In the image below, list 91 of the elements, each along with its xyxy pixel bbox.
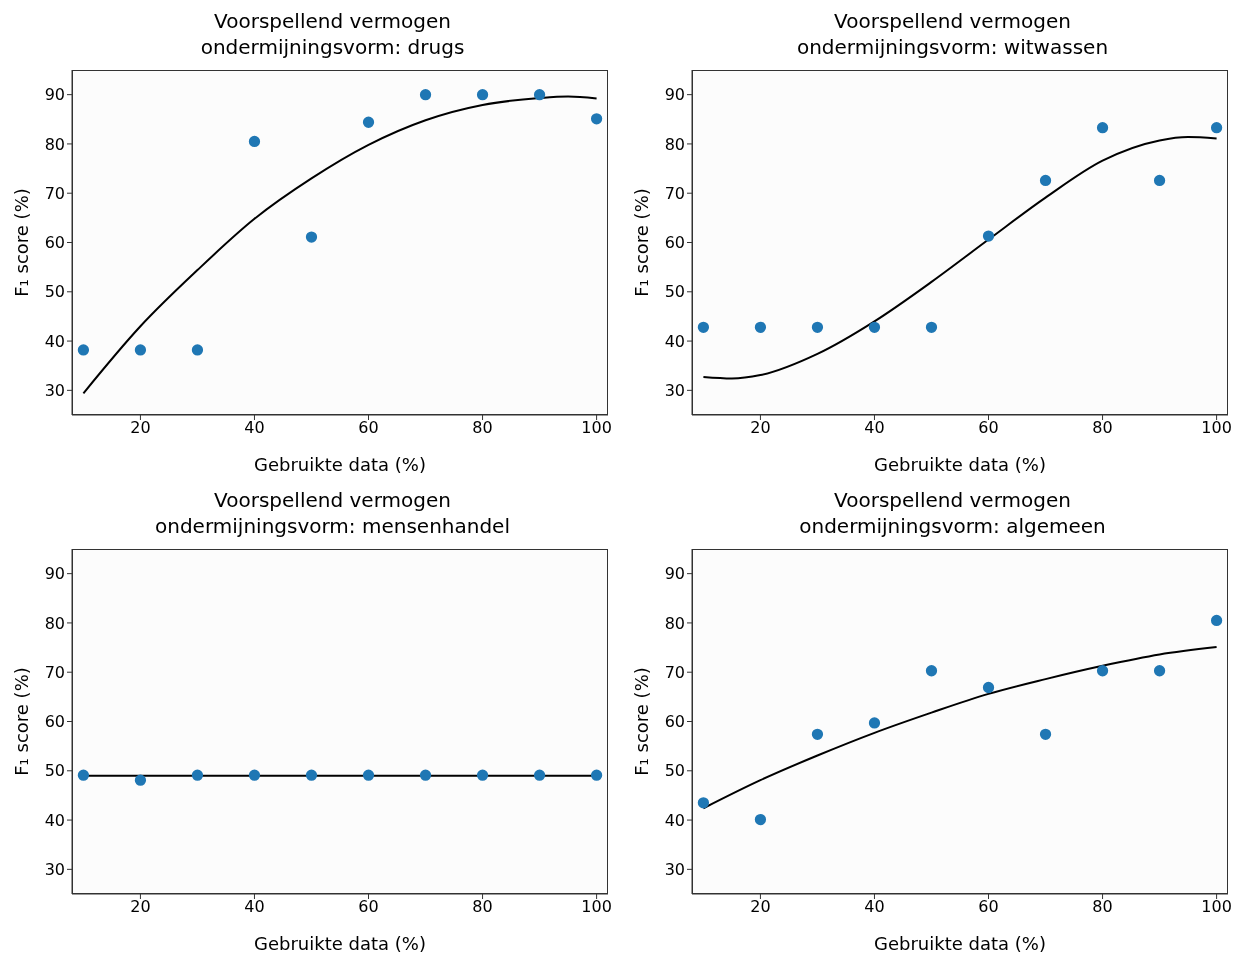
- x-tick-label: 40: [244, 897, 265, 917]
- point: [1153, 174, 1166, 187]
- point: [1210, 122, 1223, 134]
- point: [305, 231, 318, 243]
- x-tick-label: 100: [1201, 418, 1232, 438]
- y-tick-label: 80: [664, 613, 685, 633]
- chart-title: Voorspellend vermogen ondermijningsvorm: witwassen: [795, 8, 1110, 60]
- y-tick-label: 90: [44, 85, 65, 105]
- y-tick-label: 40: [664, 331, 685, 351]
- x-tick-label: 80: [472, 418, 493, 438]
- x-tick-label: 60: [358, 897, 379, 917]
- point: [419, 89, 432, 101]
- y-tick-label: 30: [44, 860, 65, 880]
- y-tick-label: 60: [664, 712, 685, 732]
- x-tick-label: 100: [581, 418, 612, 438]
- point: [868, 321, 881, 333]
- chart-title: Voorspellend vermogen ondermijningsvorm: algemeen: [798, 487, 1107, 539]
- y-tick-label: 70: [44, 662, 65, 682]
- point: [1039, 174, 1052, 187]
- point: [1096, 665, 1109, 677]
- point: [925, 321, 938, 333]
- x-axis-title: Gebruikte data (%): [874, 933, 1046, 954]
- y-tick-label: 50: [664, 282, 685, 302]
- y-tick-label: 40: [664, 810, 685, 830]
- point: [697, 797, 710, 809]
- x-axis-title: Gebruikte data (%): [874, 454, 1046, 475]
- x-tick-label: 40: [864, 897, 885, 917]
- line-series: [702, 136, 1218, 380]
- point: [754, 813, 767, 826]
- point: [697, 321, 710, 333]
- y-tick-label: 90: [44, 564, 65, 584]
- point: [868, 717, 881, 729]
- x-tick-label: 60: [978, 418, 999, 438]
- y-tick-label: 70: [664, 183, 685, 203]
- point: [134, 344, 147, 356]
- y-tick-label: 70: [664, 662, 685, 682]
- x-tick-label: 40: [244, 418, 265, 438]
- point: [1039, 728, 1052, 740]
- x-tick-label: 100: [581, 897, 612, 917]
- point: [982, 681, 995, 694]
- y-tick-label: 40: [44, 331, 65, 351]
- x-tick-label: 20: [130, 418, 151, 438]
- x-tick-label: 80: [1092, 418, 1113, 438]
- x-tick-label: 60: [978, 897, 999, 917]
- y-tick-label: 60: [664, 233, 685, 253]
- y-tick-label: 80: [44, 613, 65, 633]
- point: [248, 135, 261, 148]
- y-tick-label: 90: [664, 85, 685, 105]
- point: [476, 89, 489, 101]
- y-tick-label: 70: [44, 183, 65, 203]
- y-tick-label: 90: [664, 564, 685, 584]
- y-tick-label: 60: [44, 712, 65, 732]
- x-tick-label: 20: [750, 418, 771, 438]
- x-tick-label: 80: [472, 897, 493, 917]
- y-tick-label: 80: [44, 134, 65, 154]
- y-tick-label: 80: [664, 134, 685, 154]
- y-tick-label: 30: [664, 860, 685, 880]
- y-tick-label: 60: [44, 233, 65, 253]
- x-axis-title: Gebruikte data (%): [254, 933, 426, 954]
- point: [533, 89, 546, 101]
- point: [590, 113, 603, 125]
- point: [754, 321, 767, 333]
- chart-title: Voorspellend vermogen ondermijningsvorm: mensenhandel: [154, 487, 511, 539]
- y-tick-label: 50: [44, 282, 65, 302]
- x-tick-label: 80: [1092, 897, 1113, 917]
- x-tick-label: 20: [750, 897, 771, 917]
- x-tick-label: 40: [864, 418, 885, 438]
- point: [925, 665, 938, 677]
- y-tick-label: 40: [44, 810, 65, 830]
- y-axis-title: F₁ score (%): [631, 188, 653, 297]
- point: [362, 116, 375, 128]
- point: [1096, 122, 1109, 134]
- x-tick-label: 20: [130, 897, 151, 917]
- y-tick-label: 30: [664, 381, 685, 401]
- y-tick-label: 50: [664, 761, 685, 781]
- y-axis-title: F₁ score (%): [11, 667, 33, 776]
- point: [811, 321, 824, 333]
- y-axis-title: F₁ score (%): [631, 667, 653, 776]
- x-tick-label: 100: [1201, 897, 1232, 917]
- chart-title: Voorspellend vermogen ondermijningsvorm: drugs: [199, 8, 466, 60]
- point: [1210, 614, 1223, 627]
- x-axis-title: Gebruikte data (%): [254, 454, 426, 475]
- point: [191, 344, 204, 356]
- y-axis-title: F₁ score (%): [11, 188, 33, 297]
- x-tick-label: 60: [358, 418, 379, 438]
- y-tick-label: 30: [44, 381, 65, 401]
- point: [77, 344, 90, 356]
- point: [811, 728, 824, 740]
- point: [1153, 665, 1166, 677]
- point: [982, 230, 995, 242]
- y-tick-label: 50: [44, 761, 65, 781]
